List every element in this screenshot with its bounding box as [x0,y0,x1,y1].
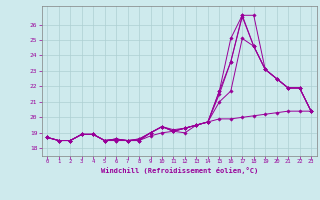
X-axis label: Windchill (Refroidissement éolien,°C): Windchill (Refroidissement éolien,°C) [100,167,258,174]
